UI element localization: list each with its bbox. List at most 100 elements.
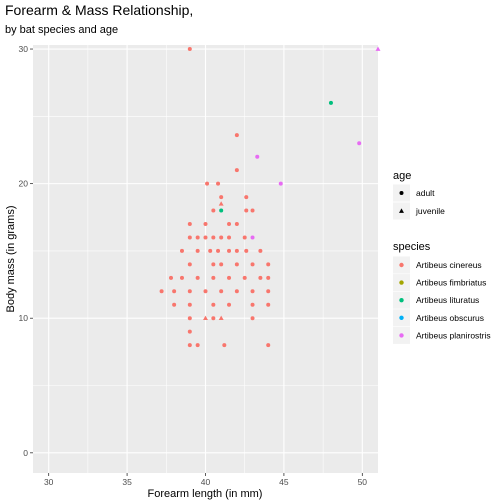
data-point [187,302,192,307]
data-point [187,316,192,321]
data-point [255,154,260,159]
data-point [218,201,224,206]
legend-species-label: Artibeus obscurus [416,313,484,323]
data-point [203,315,208,321]
y-tick-label: 0 [23,448,28,458]
data-point [172,302,177,307]
data-point [219,208,224,213]
data-point [250,262,255,267]
y-axis-title: Body mass (in grams) [5,206,17,313]
legend-species-key [399,262,404,268]
data-point [187,289,192,294]
legend-age-key-adult [399,191,404,195]
data-point [219,195,224,200]
data-point [244,248,249,253]
data-point [211,235,216,240]
data-point [203,235,208,240]
data-point [219,289,224,294]
data-point [222,343,227,348]
data-point [250,235,255,240]
legend-species-label: Artibeus planirostris [416,330,491,340]
data-point [227,222,232,227]
legend-age-label: juvenile [415,206,445,216]
x-axis-title: Forearm length (in mm) [148,488,263,500]
data-point [205,181,210,186]
y-tick-labels: 0 10 20 30 [19,44,29,458]
data-point [328,100,333,105]
data-point [242,235,247,240]
legend-age-key-juvenile [399,208,404,213]
data-point [227,302,232,307]
x-tick-label: 30 [44,477,54,487]
data-point [195,248,200,253]
data-point [278,181,283,186]
data-point [234,133,239,138]
data-point [179,248,184,253]
axis-ticks [30,48,363,476]
data-point [250,302,255,307]
data-point [227,235,232,240]
chart-subtitle: by bat species and age [5,24,118,36]
data-point [234,289,239,294]
data-point [187,235,192,240]
data-point [242,275,247,280]
data-point [159,289,164,294]
data-point [211,262,216,267]
data-point [187,222,192,227]
data-point [250,208,255,213]
data-point [234,168,239,173]
legend-species-key [399,298,404,303]
grid-major [33,45,378,473]
y-tick-label: 20 [19,179,29,189]
data-point [195,235,200,240]
legend-species-key [399,315,404,320]
x-tick-label: 45 [279,477,289,487]
data-point [211,316,216,321]
data-point [234,248,239,253]
data-points [159,46,381,348]
data-point [211,275,216,280]
data-point [187,47,192,52]
data-point [266,343,271,348]
y-tick-label: 10 [19,313,29,323]
data-point [187,329,192,334]
data-point [227,248,232,253]
data-point [234,262,239,267]
data-point [195,275,200,280]
data-point [179,275,184,280]
legend-species: species Artibeus cinereus Artibeus fimbri… [393,241,491,344]
data-point [357,141,362,146]
data-point [216,248,221,253]
legend-species-title: species [393,241,431,253]
data-point [266,289,271,294]
data-point [187,262,192,267]
legend-species-label: Artibeus fimbriatus [416,278,486,288]
data-point [250,316,255,321]
data-point [211,302,216,307]
data-point [234,222,239,227]
data-point [227,275,232,280]
data-point [266,262,271,267]
legend-age-label: adult [416,188,435,198]
legend-species-key [399,333,404,338]
data-point [169,275,173,280]
legend-species-label: Artibeus cinereus [416,260,482,270]
data-point [244,208,249,213]
legend-age-title: age [393,170,411,182]
data-point [211,208,216,213]
x-tick-labels: 30 35 40 45 50 [44,477,367,487]
data-point [219,235,224,240]
data-point [258,248,263,253]
data-point [195,343,200,348]
data-point [266,302,271,307]
legend-species-key [399,280,404,285]
x-tick-label: 50 [358,477,368,487]
data-point [203,289,208,294]
chart-title: Forearm & Mass Relationship, [5,2,193,18]
data-point [244,195,249,200]
data-point [218,315,224,321]
data-point [208,248,213,253]
data-point [219,262,224,267]
legend-age: age adult juvenile [393,170,445,220]
